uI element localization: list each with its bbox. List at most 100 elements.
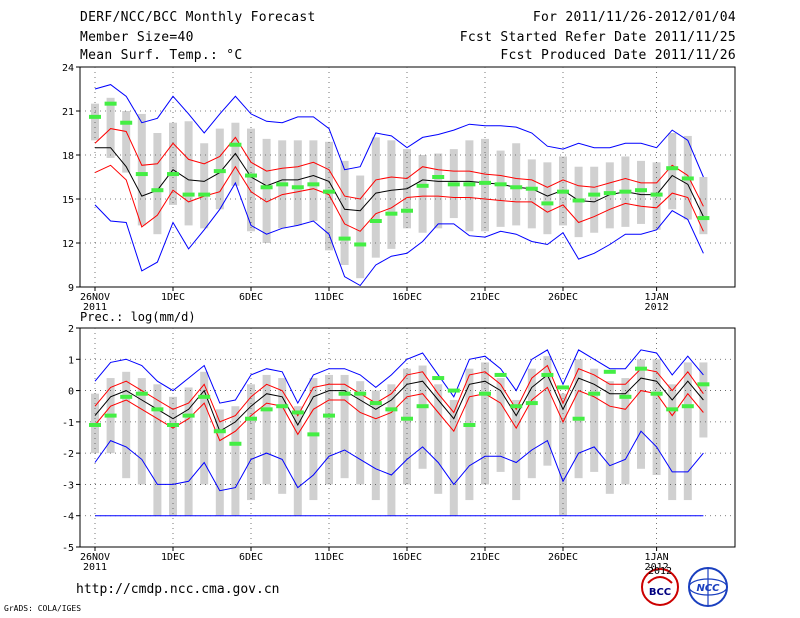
temp-median-9 <box>229 142 242 147</box>
prec-box-16 <box>340 374 349 479</box>
prec-box-10 <box>247 384 255 501</box>
partial-year-label: 2012 <box>648 566 672 577</box>
prec-box-32 <box>590 368 599 472</box>
chart-title: DERF/NCC/BCC Monthly Forecast <box>80 10 316 25</box>
temp-box-19 <box>387 140 396 249</box>
prec-median-28 <box>525 401 538 406</box>
prec-ytick-label--3: -3 <box>62 480 74 491</box>
member-size: Member Size=40 <box>80 30 194 45</box>
temp-median-39 <box>697 216 710 221</box>
temp-min-line <box>94 181 704 287</box>
temp-xtick-sublabel-0: 2011 <box>83 302 107 313</box>
temp-plus-sd-line <box>94 128 704 207</box>
temp-ytick-label-18: 18 <box>62 151 74 162</box>
prec-box-24 <box>465 368 474 501</box>
prec-xtick-label-5: 1DEC <box>161 552 185 563</box>
temp-median-2 <box>120 120 133 125</box>
prec-box-6 <box>184 387 193 516</box>
temp-box-35 <box>637 160 645 224</box>
ncc-logo-icon: NCC <box>688 567 728 607</box>
prec-median-25 <box>479 391 491 396</box>
prec-box-20 <box>403 368 411 485</box>
temp-ytick-label-9: 9 <box>68 283 74 294</box>
temp-box-5 <box>169 122 177 205</box>
temp-median-16 <box>338 236 351 241</box>
temp-median-13 <box>291 185 304 190</box>
temp-median-5 <box>167 172 179 177</box>
temp-box-3 <box>137 113 146 226</box>
temp-median-6 <box>182 192 195 197</box>
prec-box-19 <box>387 384 396 516</box>
prec-ytick-label--4: -4 <box>62 512 74 523</box>
prec-box-9 <box>231 406 240 516</box>
prec-box-36 <box>652 359 661 476</box>
prec-box-29 <box>543 356 552 466</box>
prec-median-27 <box>510 404 523 409</box>
temp-median-37 <box>666 166 679 171</box>
temp-median-14 <box>307 182 320 187</box>
temp-median-36 <box>650 192 663 197</box>
prec-ytick-label-2: 2 <box>68 324 74 335</box>
temp-median-20 <box>401 208 413 213</box>
prec-plus-sd-line <box>94 364 704 423</box>
temp-median-15 <box>323 189 335 194</box>
prec-median-39 <box>697 382 710 387</box>
temp-median-17 <box>354 242 367 247</box>
temp-box-14 <box>309 140 318 221</box>
source-url[interactable]: http://cmdp.ncc.cma.gov.cn <box>76 582 280 597</box>
prec-median-24 <box>463 422 476 427</box>
prec-median-37 <box>666 407 679 412</box>
prec-box-22 <box>434 384 443 494</box>
prec-box-38 <box>683 362 692 501</box>
prec-median-18 <box>369 401 382 406</box>
temp-box-2 <box>122 111 131 173</box>
prec-ytick-label-1: 1 <box>68 355 74 366</box>
bcc-logo-text: BCC <box>649 587 671 598</box>
prec-max-line <box>94 349 704 405</box>
prec-box-18 <box>371 390 380 501</box>
variable-label: Mean Surf. Temp.: °C <box>80 48 243 63</box>
prec-box-4 <box>153 384 162 516</box>
prec-box-28 <box>527 368 536 479</box>
prec-xtick-label-30: 26DEC <box>548 552 578 563</box>
temp-xtick-label-0: 26NOV <box>80 292 110 303</box>
prec-box-17 <box>356 381 365 485</box>
temp-median-26 <box>494 182 507 187</box>
prec-box-30 <box>559 393 567 516</box>
temp-ytick-label-15: 15 <box>62 195 74 206</box>
prec-median-7 <box>198 394 211 399</box>
temp-median-24 <box>463 182 476 187</box>
prec-box-3 <box>137 378 146 485</box>
temp-box-22 <box>434 153 443 229</box>
temp-xtick-label-15: 11DEC <box>314 292 344 303</box>
temp-box-27 <box>512 143 521 226</box>
temp-box-15 <box>325 141 333 251</box>
temp-box-17 <box>356 175 365 279</box>
prec-box-37 <box>668 384 677 501</box>
temp-xtick-label-20: 16DEC <box>392 292 422 303</box>
temp-median-31 <box>572 198 585 203</box>
temp-box-1 <box>106 97 115 158</box>
prec-median-15 <box>323 413 335 418</box>
prec-median-30 <box>557 385 569 390</box>
temp-box-32 <box>590 166 599 233</box>
temp-median-18 <box>369 219 382 223</box>
prec-median-31 <box>572 416 585 421</box>
temp-box-18 <box>371 137 380 258</box>
produced-date: Fcst Produced Date 2011/11/26 <box>500 48 736 63</box>
prec-xtick-sublabel-36: 2012 <box>645 562 669 573</box>
temp-median-33 <box>603 191 616 196</box>
prec-box-7 <box>200 371 209 485</box>
temp-median-0 <box>89 114 101 119</box>
temp-box-16 <box>340 160 349 265</box>
temp-median-10 <box>245 173 257 178</box>
prec-ytick-label--5: -5 <box>62 543 74 554</box>
prec-xtick-label-15: 11DEC <box>314 552 344 563</box>
temp-median-29 <box>541 201 554 206</box>
temp-xtick-label-30: 26DEC <box>548 292 578 303</box>
prec-median-11 <box>260 407 273 412</box>
prec-median-19 <box>385 407 398 412</box>
prec-median-9 <box>229 441 242 446</box>
temp-box-4 <box>153 133 162 235</box>
